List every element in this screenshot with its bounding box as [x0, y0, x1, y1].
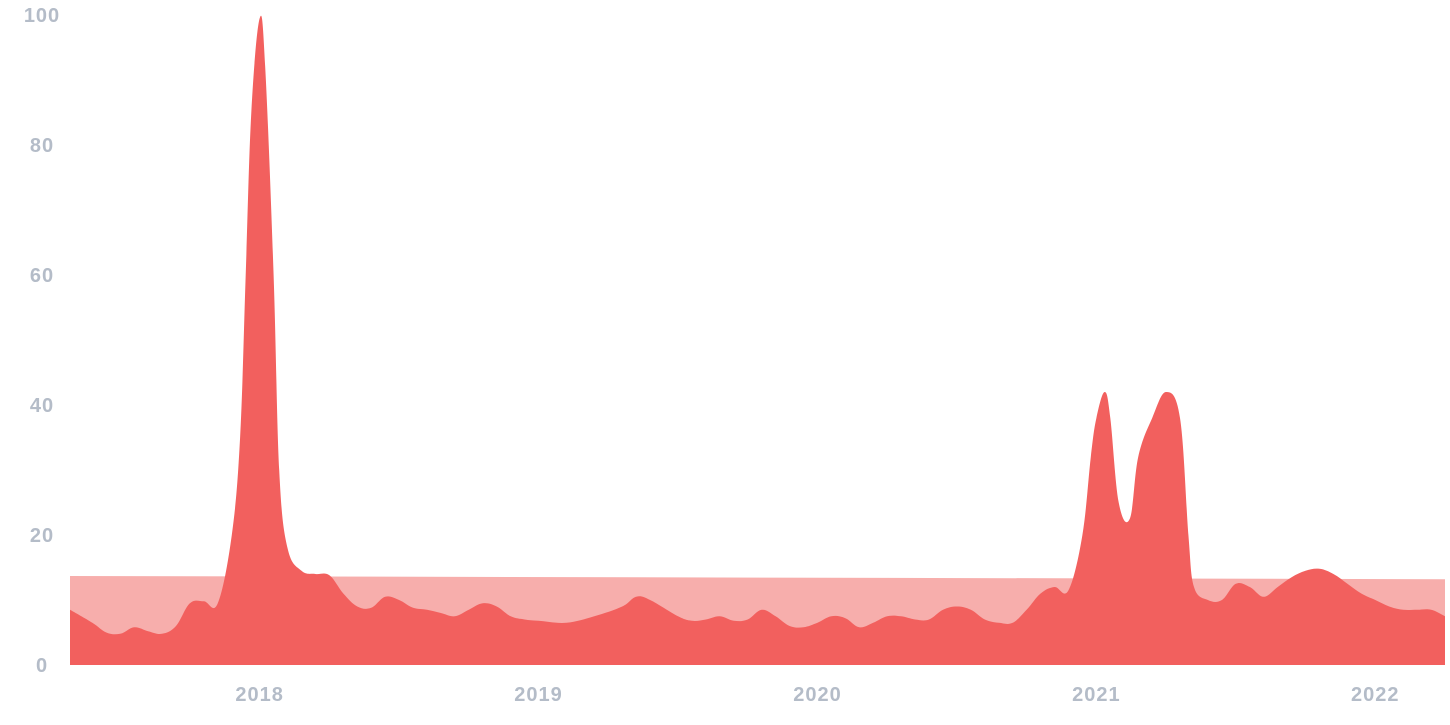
y-tick-label-60: 60 — [30, 265, 54, 287]
y-tick-label-0: 0 — [36, 655, 48, 677]
y-tick-label-80: 80 — [30, 135, 54, 157]
y-tick-label-100: 100 — [24, 5, 60, 27]
y-axis-ticks: 0 20 40 60 80 100 — [24, 5, 60, 677]
x-tick-label-2018: 2018 — [235, 684, 284, 706]
x-tick-label-2021: 2021 — [1072, 684, 1121, 706]
x-tick-label-2020: 2020 — [793, 684, 842, 706]
area-series-layer — [70, 15, 1445, 666]
x-tick-label-2022: 2022 — [1351, 684, 1400, 706]
area-series-0 — [70, 15, 1445, 666]
x-axis-ticks: 2018 2019 2020 2021 2022 — [235, 684, 1400, 706]
x-tick-label-2019: 2019 — [514, 684, 563, 706]
y-tick-label-20: 20 — [30, 525, 54, 547]
y-tick-label-40: 40 — [30, 395, 54, 417]
